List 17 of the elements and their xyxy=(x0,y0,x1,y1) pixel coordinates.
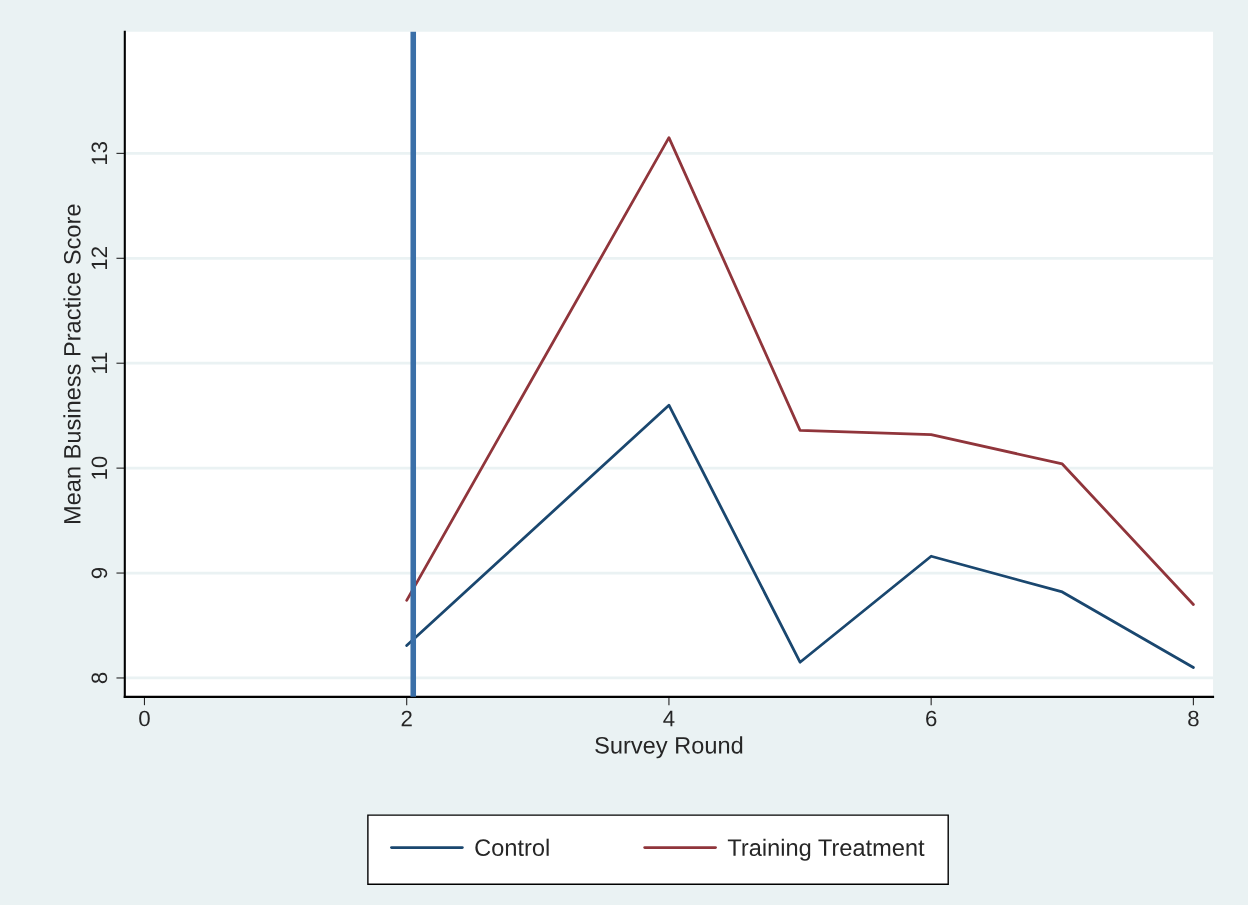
y-axis-title: Mean Business Practice Score xyxy=(63,204,81,524)
y-tick-label: 10 xyxy=(91,456,108,479)
y-tick-label: 13 xyxy=(91,142,108,165)
x-axis-title: Survey Round xyxy=(595,736,743,759)
y-tick-label: 12 xyxy=(91,247,107,269)
y-tick-label: 9 xyxy=(91,567,108,579)
x-tick-label: 8 xyxy=(1188,710,1199,727)
x-tick-label: 2 xyxy=(401,710,412,727)
y-tick-label: 8 xyxy=(91,672,108,684)
line-series xyxy=(405,403,1195,669)
x-tick-label: 4 xyxy=(663,710,675,727)
legend-label: Control xyxy=(475,838,549,857)
x-tick-label: 6 xyxy=(926,710,937,727)
line-series xyxy=(405,136,1195,606)
legend-label: Training Treatment xyxy=(727,838,925,861)
x-tick-label: 0 xyxy=(139,710,150,727)
y-tick-label: 11 xyxy=(91,352,107,374)
